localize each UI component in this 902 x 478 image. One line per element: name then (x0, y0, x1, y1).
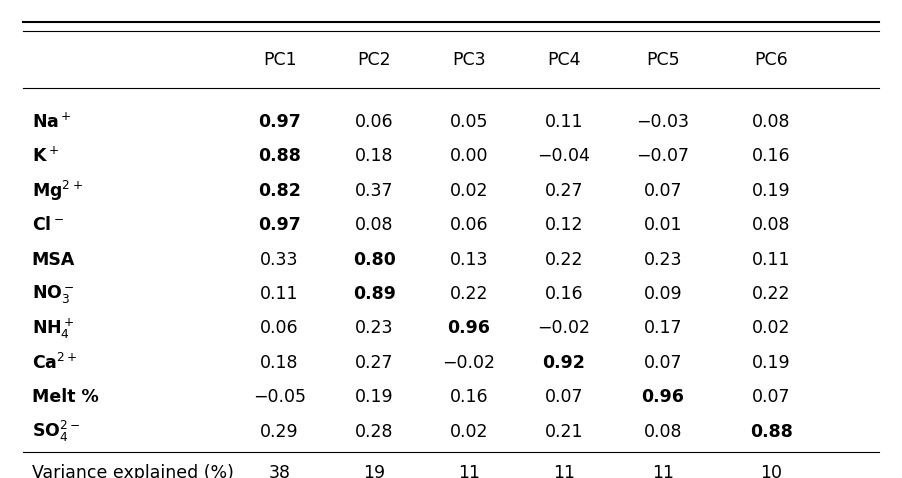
Text: 0.96: 0.96 (447, 319, 491, 337)
Text: 0.97: 0.97 (258, 113, 301, 131)
Text: Cl$^-$: Cl$^-$ (32, 216, 64, 234)
Text: 0.06: 0.06 (450, 216, 488, 234)
Text: 0.19: 0.19 (752, 354, 790, 372)
Text: PC4: PC4 (547, 51, 581, 69)
Text: PC2: PC2 (357, 51, 391, 69)
Text: 0.06: 0.06 (261, 319, 299, 337)
Text: 0.07: 0.07 (545, 388, 583, 406)
Text: 0.29: 0.29 (261, 423, 299, 441)
Text: 0.88: 0.88 (258, 147, 301, 165)
Text: 0.02: 0.02 (450, 423, 488, 441)
Text: 0.13: 0.13 (450, 250, 488, 269)
Text: 0.16: 0.16 (545, 285, 583, 303)
Text: 0.92: 0.92 (542, 354, 585, 372)
Text: −0.04: −0.04 (538, 147, 590, 165)
Text: 0.07: 0.07 (644, 354, 682, 372)
Text: 0.08: 0.08 (644, 423, 682, 441)
Text: Ca$^{2+}$: Ca$^{2+}$ (32, 353, 78, 373)
Text: 0.16: 0.16 (450, 388, 488, 406)
Text: 0.06: 0.06 (355, 113, 393, 131)
Text: 0.27: 0.27 (355, 354, 393, 372)
Text: SO$_4^{2-}$: SO$_4^{2-}$ (32, 419, 80, 444)
Text: K$^+$: K$^+$ (32, 147, 59, 166)
Text: Variance explained (%): Variance explained (%) (32, 464, 234, 478)
Text: 0.01: 0.01 (644, 216, 682, 234)
Text: 0.11: 0.11 (752, 250, 790, 269)
Text: 0.08: 0.08 (355, 216, 393, 234)
Text: 0.07: 0.07 (644, 182, 682, 200)
Text: 0.09: 0.09 (644, 285, 682, 303)
Text: 0.33: 0.33 (261, 250, 299, 269)
Text: 0.37: 0.37 (355, 182, 393, 200)
Text: 0.22: 0.22 (752, 285, 790, 303)
Text: 0.11: 0.11 (261, 285, 299, 303)
Text: 0.19: 0.19 (752, 182, 790, 200)
Text: 0.23: 0.23 (355, 319, 393, 337)
Text: −0.02: −0.02 (443, 354, 495, 372)
Text: 0.22: 0.22 (450, 285, 488, 303)
Text: 0.21: 0.21 (545, 423, 583, 441)
Text: 10: 10 (760, 464, 782, 478)
Text: 0.28: 0.28 (355, 423, 393, 441)
Text: 0.27: 0.27 (545, 182, 583, 200)
Text: 38: 38 (269, 464, 290, 478)
Text: PC3: PC3 (452, 51, 486, 69)
Text: Melt %: Melt % (32, 388, 98, 406)
Text: PC6: PC6 (754, 51, 788, 69)
Text: 0.18: 0.18 (261, 354, 299, 372)
Text: 0.80: 0.80 (353, 250, 396, 269)
Text: −0.02: −0.02 (538, 319, 590, 337)
Text: 0.02: 0.02 (450, 182, 488, 200)
Text: 0.11: 0.11 (545, 113, 583, 131)
Text: 11: 11 (652, 464, 674, 478)
Text: −0.07: −0.07 (637, 147, 689, 165)
Text: 0.02: 0.02 (752, 319, 790, 337)
Text: 0.00: 0.00 (450, 147, 488, 165)
Text: 11: 11 (553, 464, 575, 478)
Text: MSA: MSA (32, 250, 75, 269)
Text: NH$_4^+$: NH$_4^+$ (32, 316, 74, 340)
Text: 0.19: 0.19 (355, 388, 393, 406)
Text: 0.12: 0.12 (545, 216, 583, 234)
Text: PC5: PC5 (646, 51, 680, 69)
Text: 0.97: 0.97 (258, 216, 301, 234)
Text: 0.96: 0.96 (641, 388, 685, 406)
Text: Mg$^{2+}$: Mg$^{2+}$ (32, 179, 82, 203)
Text: −0.03: −0.03 (637, 113, 689, 131)
Text: 0.17: 0.17 (644, 319, 682, 337)
Text: 0.18: 0.18 (355, 147, 393, 165)
Text: 0.88: 0.88 (750, 423, 793, 441)
Text: 0.82: 0.82 (258, 182, 301, 200)
Text: 0.08: 0.08 (752, 113, 790, 131)
Text: 0.22: 0.22 (545, 250, 583, 269)
Text: 0.16: 0.16 (752, 147, 790, 165)
Text: 0.07: 0.07 (752, 388, 790, 406)
Text: 0.89: 0.89 (353, 285, 396, 303)
Text: PC1: PC1 (262, 51, 297, 69)
Text: NO$_3^-$: NO$_3^-$ (32, 283, 74, 305)
Text: 0.23: 0.23 (644, 250, 682, 269)
Text: 11: 11 (458, 464, 480, 478)
Text: Na$^+$: Na$^+$ (32, 112, 71, 131)
Text: 0.08: 0.08 (752, 216, 790, 234)
Text: 0.05: 0.05 (450, 113, 488, 131)
Text: 19: 19 (364, 464, 385, 478)
Text: −0.05: −0.05 (253, 388, 306, 406)
